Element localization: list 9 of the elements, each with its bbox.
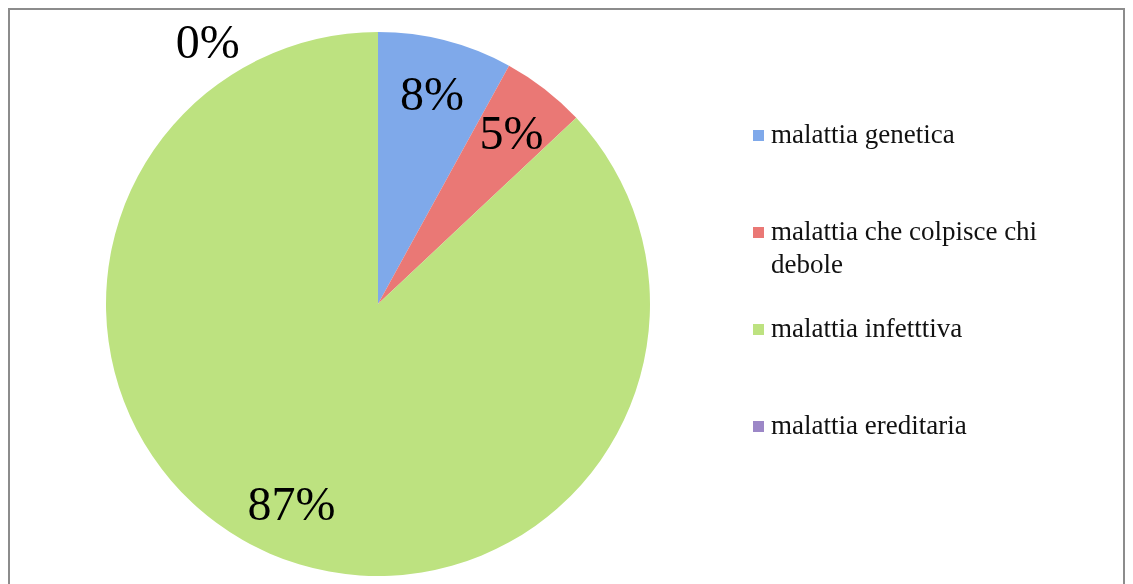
legend-label: malattia genetica <box>771 118 956 151</box>
legend-label: malattia che colpisce chi debole <box>771 215 1039 281</box>
pie-slice <box>378 65 577 304</box>
legend-label: malattia infetttiva <box>771 312 964 345</box>
data-label: 87% <box>247 477 336 531</box>
legend-label: malattia ereditaria <box>771 409 968 442</box>
text: 0% <box>175 15 240 69</box>
data-label: 5% <box>479 105 544 159</box>
data-label: 8% <box>400 66 465 120</box>
